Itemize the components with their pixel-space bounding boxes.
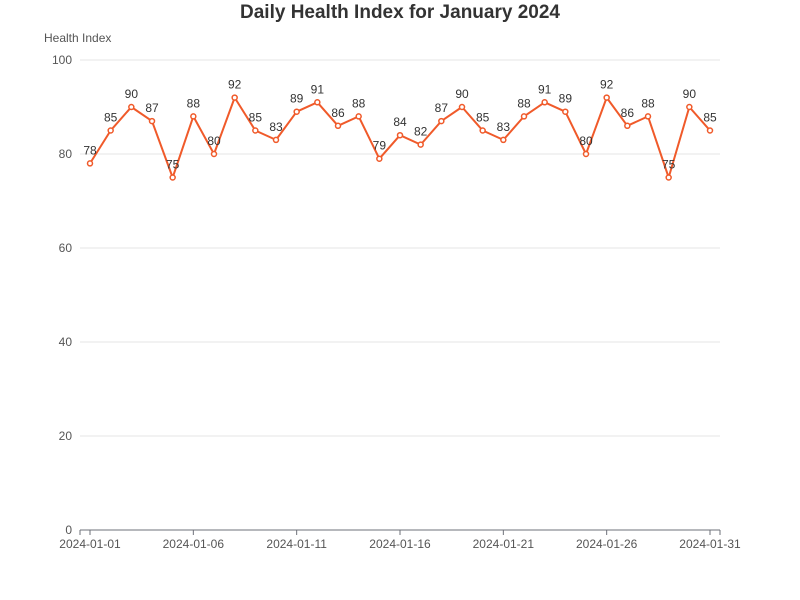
data-point <box>603 94 610 101</box>
x-tick-label: 2024-01-06 <box>163 537 225 551</box>
data-point <box>376 155 383 162</box>
data-label: 90 <box>683 87 697 101</box>
data-point <box>86 160 94 167</box>
data-label: 85 <box>703 111 717 125</box>
data-point <box>314 99 321 106</box>
data-label: 90 <box>125 87 139 101</box>
data-point <box>706 127 714 134</box>
data-point <box>644 113 652 120</box>
data-point <box>231 94 238 101</box>
data-label: 86 <box>331 106 345 120</box>
y-tick-label: 20 <box>59 429 73 443</box>
data-point <box>582 150 590 158</box>
data-label: 88 <box>517 96 531 110</box>
data-label: 92 <box>228 78 242 92</box>
x-tick-label: 2024-01-31 <box>679 537 741 551</box>
data-label: 85 <box>249 111 263 125</box>
data-point <box>686 103 693 111</box>
x-tick-label: 2024-01-01 <box>59 537 121 551</box>
data-label: 80 <box>207 134 221 148</box>
data-point <box>417 141 424 148</box>
x-tick-label: 2024-01-21 <box>473 537 535 551</box>
y-tick-label: 60 <box>59 241 73 255</box>
data-point <box>272 136 280 144</box>
x-tick-label: 2024-01-11 <box>266 537 327 551</box>
data-label: 85 <box>476 111 490 125</box>
data-label: 87 <box>435 101 449 115</box>
chart-title: Daily Health Index for January 2024 <box>240 2 560 23</box>
data-label: 88 <box>187 96 201 110</box>
data-label: 80 <box>579 134 593 148</box>
data-label: 83 <box>497 120 511 134</box>
data-point <box>396 131 404 139</box>
y-tick-label: 100 <box>52 53 72 67</box>
y-tick-label: 0 <box>65 523 72 537</box>
data-label: 78 <box>83 143 97 157</box>
data-point <box>624 122 631 130</box>
data-point <box>128 103 135 111</box>
data-point <box>458 103 466 111</box>
data-point <box>541 99 548 106</box>
y-tick-label: 40 <box>59 335 73 349</box>
data-label: 88 <box>641 96 655 110</box>
data-label: 75 <box>166 158 180 172</box>
data-label: 83 <box>269 120 283 134</box>
data-point <box>210 150 218 158</box>
data-point <box>169 174 176 181</box>
data-point <box>355 113 362 120</box>
data-label: 89 <box>290 92 304 106</box>
y-tick-label: 80 <box>59 147 73 161</box>
data-point <box>148 117 156 125</box>
data-point <box>562 108 569 115</box>
y-axis-label: Health Index <box>44 31 112 45</box>
data-label: 84 <box>393 115 407 129</box>
data-point <box>293 108 300 115</box>
data-point <box>107 127 114 134</box>
data-point <box>520 113 528 120</box>
data-label: 86 <box>621 106 635 120</box>
x-tick-label: 2024-01-26 <box>576 537 638 551</box>
data-point <box>438 117 445 125</box>
x-tick-label: 2024-01-16 <box>369 537 431 551</box>
data-label: 90 <box>455 87 469 101</box>
data-label: 88 <box>352 96 366 110</box>
data-label: 87 <box>145 101 159 115</box>
data-label: 79 <box>373 139 387 153</box>
data-label: 85 <box>104 111 118 125</box>
data-point <box>500 136 507 144</box>
data-label: 89 <box>559 92 573 106</box>
data-point <box>479 127 486 134</box>
data-point <box>190 113 197 120</box>
data-label: 82 <box>414 125 428 139</box>
data-label: 75 <box>662 158 676 172</box>
data-point <box>334 122 342 130</box>
data-label: 92 <box>600 78 614 92</box>
data-label: 91 <box>311 82 325 96</box>
data-point <box>665 174 672 181</box>
data-label: 91 <box>538 82 552 96</box>
data-point <box>252 127 259 134</box>
